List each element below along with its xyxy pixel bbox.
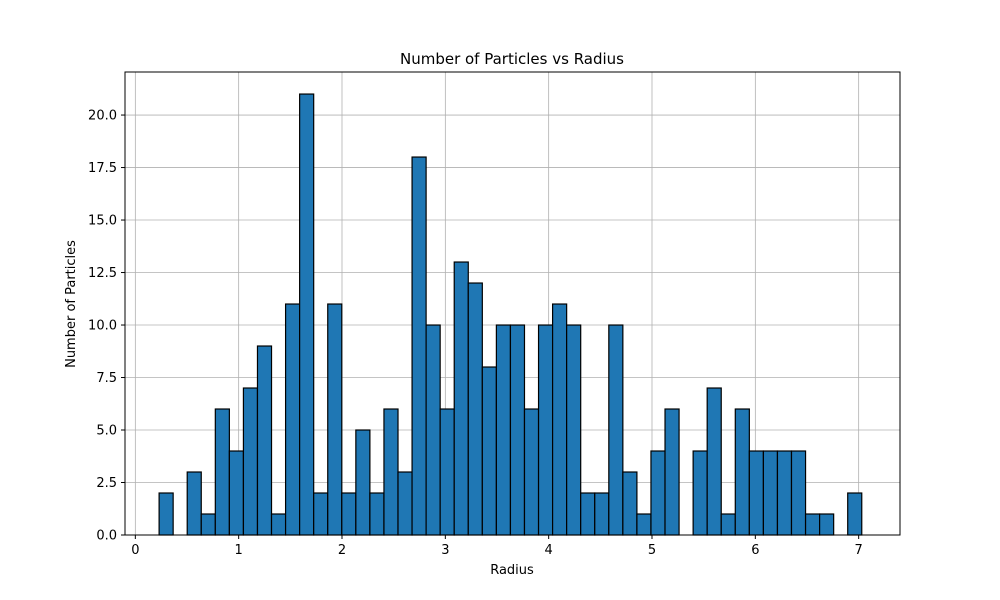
x-axis-label: Radius bbox=[490, 563, 534, 578]
plot-frame bbox=[124, 71, 901, 536]
histogram-bar bbox=[369, 492, 385, 536]
histogram-bar bbox=[158, 492, 174, 536]
histogram-bar bbox=[242, 387, 259, 536]
histogram-bar bbox=[608, 324, 624, 536]
histogram-bar bbox=[270, 513, 287, 536]
histogram-bar bbox=[355, 429, 371, 536]
bars-layer bbox=[158, 93, 863, 536]
histogram-bar bbox=[299, 93, 315, 536]
histogram-bar bbox=[664, 408, 680, 536]
x-tick-label: 1 bbox=[235, 543, 243, 558]
y-tick-label: 10.0 bbox=[88, 319, 117, 334]
histogram-bar bbox=[594, 492, 610, 536]
y-tick-label: 5.0 bbox=[96, 424, 117, 439]
histogram-bar bbox=[327, 303, 343, 536]
x-tick-label: 3 bbox=[441, 543, 449, 558]
x-tick-label: 7 bbox=[855, 543, 863, 558]
histogram-bar bbox=[495, 324, 512, 536]
histogram-bar bbox=[509, 324, 526, 536]
histogram-bar bbox=[551, 303, 568, 536]
y-axis-label: Number of Particles bbox=[64, 240, 79, 368]
histogram-bar bbox=[776, 450, 793, 536]
histogram-bar bbox=[847, 492, 863, 536]
histogram-bar bbox=[819, 513, 835, 536]
x-tick-label: 5 bbox=[648, 543, 656, 558]
histogram-bar bbox=[692, 450, 708, 536]
histogram-bar bbox=[453, 261, 469, 536]
histogram-bar bbox=[284, 303, 301, 536]
y-axis-ticks: 0.0 2.5 5.0 7.5 10.0 12.5 15.0 17.5 20.0 bbox=[88, 109, 125, 544]
histogram-bar bbox=[622, 471, 638, 536]
histogram-bar bbox=[748, 450, 764, 536]
x-tick-label: 2 bbox=[338, 543, 346, 558]
y-tick-label: 0.0 bbox=[96, 529, 117, 544]
histogram-bar bbox=[256, 345, 273, 536]
x-tick-label: 4 bbox=[545, 543, 553, 558]
y-tick-label: 17.5 bbox=[88, 161, 117, 176]
histogram-bar bbox=[186, 471, 202, 536]
y-tick-label: 7.5 bbox=[96, 371, 117, 386]
y-tick-label: 15.0 bbox=[88, 214, 117, 229]
histogram-bar bbox=[397, 471, 413, 536]
histogram-bar bbox=[566, 324, 582, 536]
histogram-bar bbox=[790, 450, 807, 536]
histogram-bar bbox=[481, 366, 497, 536]
chart-title: Number of Particles vs Radius bbox=[400, 50, 624, 68]
histogram-bar bbox=[439, 408, 455, 536]
histogram-bar bbox=[762, 450, 779, 536]
histogram-bar bbox=[411, 156, 427, 536]
histogram-bar bbox=[636, 513, 652, 536]
histogram-bar bbox=[228, 450, 245, 536]
histogram-bar bbox=[341, 492, 357, 536]
histogram-bar bbox=[214, 408, 230, 536]
histogram-bar bbox=[467, 282, 483, 536]
y-tick-label: 2.5 bbox=[96, 476, 117, 491]
histogram-bar bbox=[537, 324, 554, 536]
histogram-bar bbox=[425, 324, 441, 536]
histogram-bar bbox=[706, 387, 722, 536]
histogram-bar bbox=[523, 408, 540, 536]
x-axis-ticks: 0 1 2 3 4 5 6 7 bbox=[131, 535, 863, 558]
x-tick-label: 0 bbox=[131, 543, 139, 558]
y-tick-label: 12.5 bbox=[88, 266, 117, 281]
histogram-bar bbox=[383, 408, 399, 536]
histogram-bar bbox=[580, 492, 596, 536]
histogram-bar bbox=[313, 492, 329, 536]
x-tick-label: 6 bbox=[751, 543, 759, 558]
histogram-bar bbox=[200, 513, 216, 536]
y-tick-label: 20.0 bbox=[88, 109, 117, 124]
histogram-bar bbox=[734, 408, 750, 536]
histogram-bar bbox=[720, 513, 736, 536]
histogram-bar bbox=[804, 513, 821, 536]
histogram-bar bbox=[650, 450, 666, 536]
